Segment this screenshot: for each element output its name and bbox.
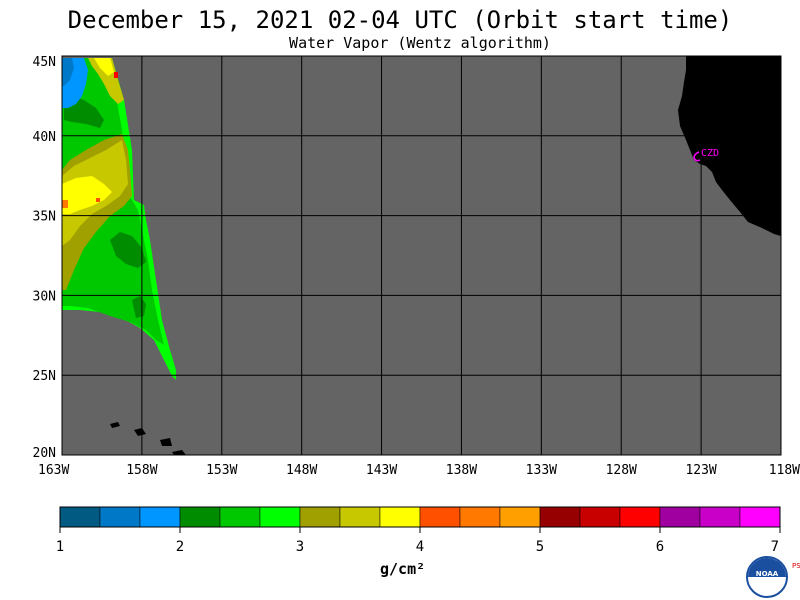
colorbar-tick-label: 3 (296, 539, 304, 555)
swath-yellow-top-bright (94, 58, 114, 76)
swath-yellow-top (88, 58, 124, 104)
station-hook-icon (693, 151, 701, 162)
map-border (61, 55, 782, 456)
colorbar-swatch (299, 506, 341, 528)
longitude-label: 143W (366, 463, 397, 478)
island-oahu (134, 428, 146, 436)
swath-blue-dark (62, 58, 74, 86)
colorbar-swatch (419, 506, 461, 528)
latitude-label: 45N (33, 55, 56, 70)
colorbar-swatch (179, 506, 221, 528)
swath-red-spot (114, 72, 118, 78)
longitude-label: 133W (526, 463, 557, 478)
latitude-label: 20N (33, 446, 56, 461)
land-california (678, 56, 781, 236)
colorbar-tick-label: 1 (56, 539, 64, 555)
station-marker: CZD (693, 148, 719, 162)
latitude-labels: 45N 40N 35N 30N 25N 20N (33, 55, 56, 461)
latitude-label: 30N (33, 289, 56, 304)
longitude-label: 123W (685, 463, 716, 478)
colorbar-swatch (459, 506, 501, 528)
colorbar-swatch (339, 506, 381, 528)
colorbar-units: g/cm² (380, 560, 426, 578)
island-hawaii (172, 450, 186, 455)
colorbar-swatch (539, 506, 581, 528)
noaa-logo: NOAA (746, 556, 788, 598)
colorbar-tick-label: 4 (416, 539, 424, 555)
latitude-label: 40N (33, 130, 56, 145)
colorbar-swatch (59, 506, 101, 528)
colorbar-swatch (219, 506, 261, 528)
swath-darkgreen-b (110, 232, 146, 268)
colorbar-tick-label: 6 (656, 539, 664, 555)
longitude-label: 118W (769, 463, 800, 478)
colorbar-swatch (99, 506, 141, 528)
colorbar-swatch (379, 506, 421, 528)
swath-orange-spot-a (62, 200, 68, 208)
island-kauai (110, 422, 120, 428)
colorbar-swatch (619, 506, 661, 528)
longitude-labels: 163W 158W 153W 148W 143W 138W 133W 128W 123W 118W (38, 463, 800, 478)
longitude-label: 138W (446, 463, 477, 478)
station-label: CZD (701, 148, 719, 159)
colorbar-swatch (659, 506, 701, 528)
swath-orange-spot-b (96, 198, 100, 202)
ocean-background (62, 56, 781, 455)
island-maui (160, 438, 172, 446)
longitude-label: 128W (606, 463, 637, 478)
colorbar-tick-label: 5 (536, 539, 544, 555)
latitude-label: 35N (33, 210, 56, 225)
water-vapor-swath (62, 58, 176, 380)
colorbar-tick-label: 2 (176, 539, 184, 555)
colorbar-swatch (499, 506, 541, 528)
colorbar-swatch (139, 506, 181, 528)
map-title: December 15, 2021 02-04 UTC (Orbit start… (67, 6, 733, 34)
hawaiian-islands (110, 422, 186, 455)
swath-yellow-bright (62, 176, 112, 214)
colorbar-swatch (739, 506, 781, 528)
latitude-label: 25N (33, 369, 56, 384)
map-subtitle: Water Vapor (Wentz algorithm) (289, 34, 551, 52)
noaa-logo-text: NOAA (756, 570, 779, 578)
longitude-label: 148W (286, 463, 317, 478)
colorbar-swatch (699, 506, 741, 528)
longitude-label: 158W (126, 463, 157, 478)
longitude-label: 163W (38, 463, 69, 478)
longitude-label: 153W (206, 463, 237, 478)
psl-side-text: PSL (792, 562, 800, 570)
swath-darkgreen-c (132, 296, 146, 318)
colorbar-tick-label: 7 (771, 539, 779, 555)
colorbar-swatch (579, 506, 621, 528)
colorbar: 1 2 3 4 5 6 7 (56, 506, 781, 555)
colorbar-swatch (259, 506, 301, 528)
